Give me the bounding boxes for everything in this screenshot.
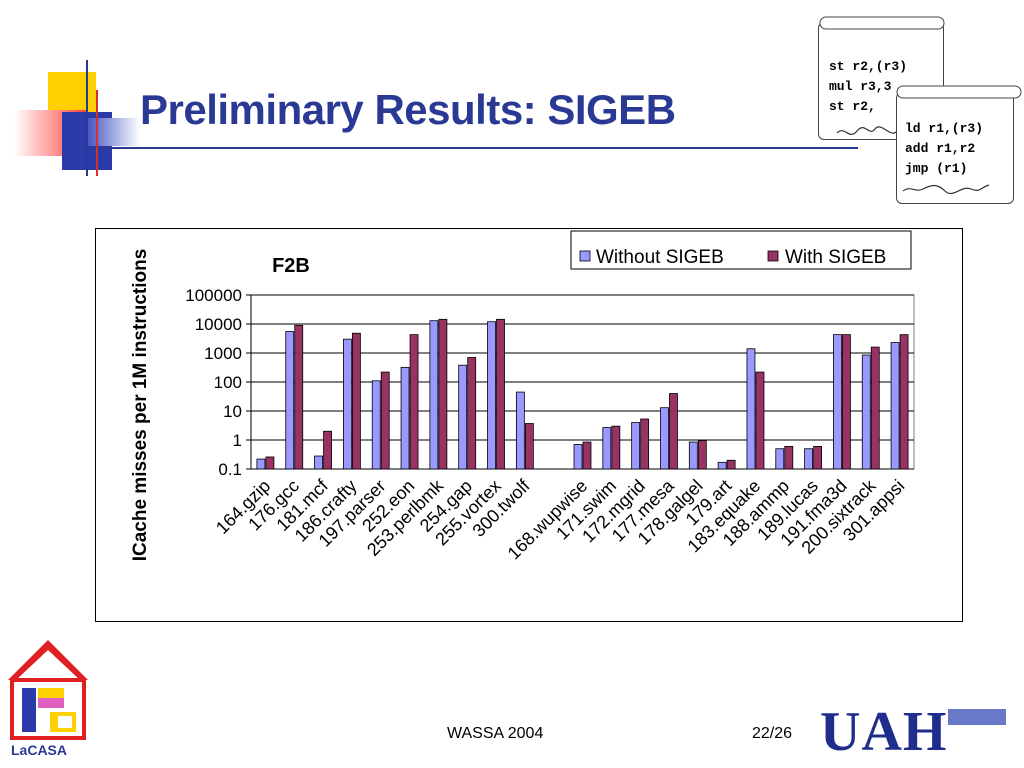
bar-with-sigeb: [813, 446, 823, 470]
bar-with-sigeb: [409, 334, 419, 470]
bar-with-sigeb: [755, 371, 765, 470]
bar-chart: F2B ICache misses per 1M instructions 10…: [130, 230, 915, 563]
bar-with-sigeb: [842, 334, 851, 470]
bar-without-sigeb: [861, 354, 871, 470]
scroll-line: mul r3,3: [829, 79, 892, 94]
legend-label-with: With SIGEB: [785, 247, 886, 268]
bar-without-sigeb: [602, 427, 612, 470]
bar-with-sigeb: [870, 346, 880, 470]
bar-with-sigeb: [467, 357, 477, 470]
page-number: 22/26: [752, 725, 793, 742]
legend-label-without: Without SIGEB: [596, 247, 724, 268]
bar-with-sigeb: [784, 446, 794, 470]
title-underline: [98, 147, 858, 149]
page-title: Preliminary Results: SIGEB: [140, 86, 676, 133]
bar-with-sigeb: [496, 318, 505, 470]
bar-with-sigeb: [438, 318, 448, 470]
bar-with-sigeb: [323, 430, 332, 470]
vertical-red-line: [96, 90, 98, 176]
y-tick-label: 10000: [195, 315, 242, 334]
code-scroll-front: ld r1,(r3) add r1,r2 jmp (r1): [896, 92, 1014, 204]
blue-gradient-bar: [86, 118, 140, 146]
chart-frame: F2B ICache misses per 1M instructions 10…: [95, 228, 963, 622]
legend-swatch-with: [767, 250, 779, 262]
scroll-curl-top-back: [819, 16, 945, 30]
bar-without-sigeb: [429, 320, 439, 470]
lacasa-logo-label: LaCASA: [11, 742, 68, 758]
uah-logo-bar: [948, 709, 1006, 725]
bar-with-sigeb: [899, 334, 909, 470]
bar-without-sigeb: [688, 441, 698, 470]
bar-without-sigeb: [573, 444, 583, 470]
bar-without-sigeb: [717, 461, 727, 470]
bar-without-sigeb: [746, 348, 756, 470]
lacasa-logo: [8, 640, 88, 740]
bar-with-sigeb: [380, 371, 390, 470]
scroll-line: ld r1,(r3): [905, 121, 984, 136]
bar-without-sigeb: [487, 321, 496, 470]
bar-without-sigeb: [890, 342, 900, 470]
bar-without-sigeb: [804, 448, 814, 470]
bar-without-sigeb: [833, 334, 842, 470]
uah-logo: UAH: [820, 701, 948, 763]
legend-swatch-without: [579, 250, 591, 262]
y-tick-label: 10: [223, 402, 242, 421]
scroll-line: st r2,: [829, 99, 876, 114]
bar-without-sigeb: [285, 331, 295, 470]
scroll-line: st r2,(r3): [829, 59, 908, 74]
bar-with-sigeb: [524, 423, 534, 470]
bar-without-sigeb: [775, 448, 785, 470]
bar-with-sigeb: [351, 332, 361, 470]
bar-without-sigeb: [342, 338, 352, 470]
vertical-blue-line: [86, 60, 88, 176]
chart-title: F2B: [272, 255, 310, 277]
footer-event: WASSA 2004: [447, 725, 544, 742]
bar-with-sigeb: [726, 459, 736, 470]
scroll-line: add r1,r2: [905, 141, 976, 156]
chart-legend: Without SIGEB With SIGEB: [570, 230, 912, 270]
bar-with-sigeb: [582, 441, 592, 470]
y-axis-label: ICache misses per 1M instructions: [130, 249, 151, 562]
signature-icon: [902, 184, 990, 195]
bar-without-sigeb: [631, 422, 641, 470]
bar-without-sigeb: [371, 380, 381, 470]
bar-with-sigeb: [669, 393, 678, 470]
corner-decoration: [0, 0, 140, 180]
bar-without-sigeb: [400, 366, 410, 470]
bar-without-sigeb: [515, 391, 525, 470]
bar-with-sigeb: [697, 440, 707, 470]
y-tick-label: 1000: [204, 344, 242, 363]
bar-without-sigeb: [256, 458, 266, 470]
y-tick-label: 1: [233, 431, 242, 450]
bar-with-sigeb: [294, 324, 304, 470]
y-tick-label: 0.1: [218, 460, 242, 479]
bar-with-sigeb: [640, 418, 650, 470]
bar-with-sigeb: [611, 425, 621, 470]
bar-without-sigeb: [660, 407, 669, 470]
bar-without-sigeb: [458, 364, 468, 470]
bar-without-sigeb: [314, 455, 323, 470]
bar-with-sigeb: [265, 456, 275, 470]
y-tick-label: 100: [214, 373, 242, 392]
y-tick-label: 100000: [185, 286, 242, 305]
scroll-line: jmp (r1): [905, 161, 968, 176]
scroll-curl-top-front: [896, 85, 1022, 99]
